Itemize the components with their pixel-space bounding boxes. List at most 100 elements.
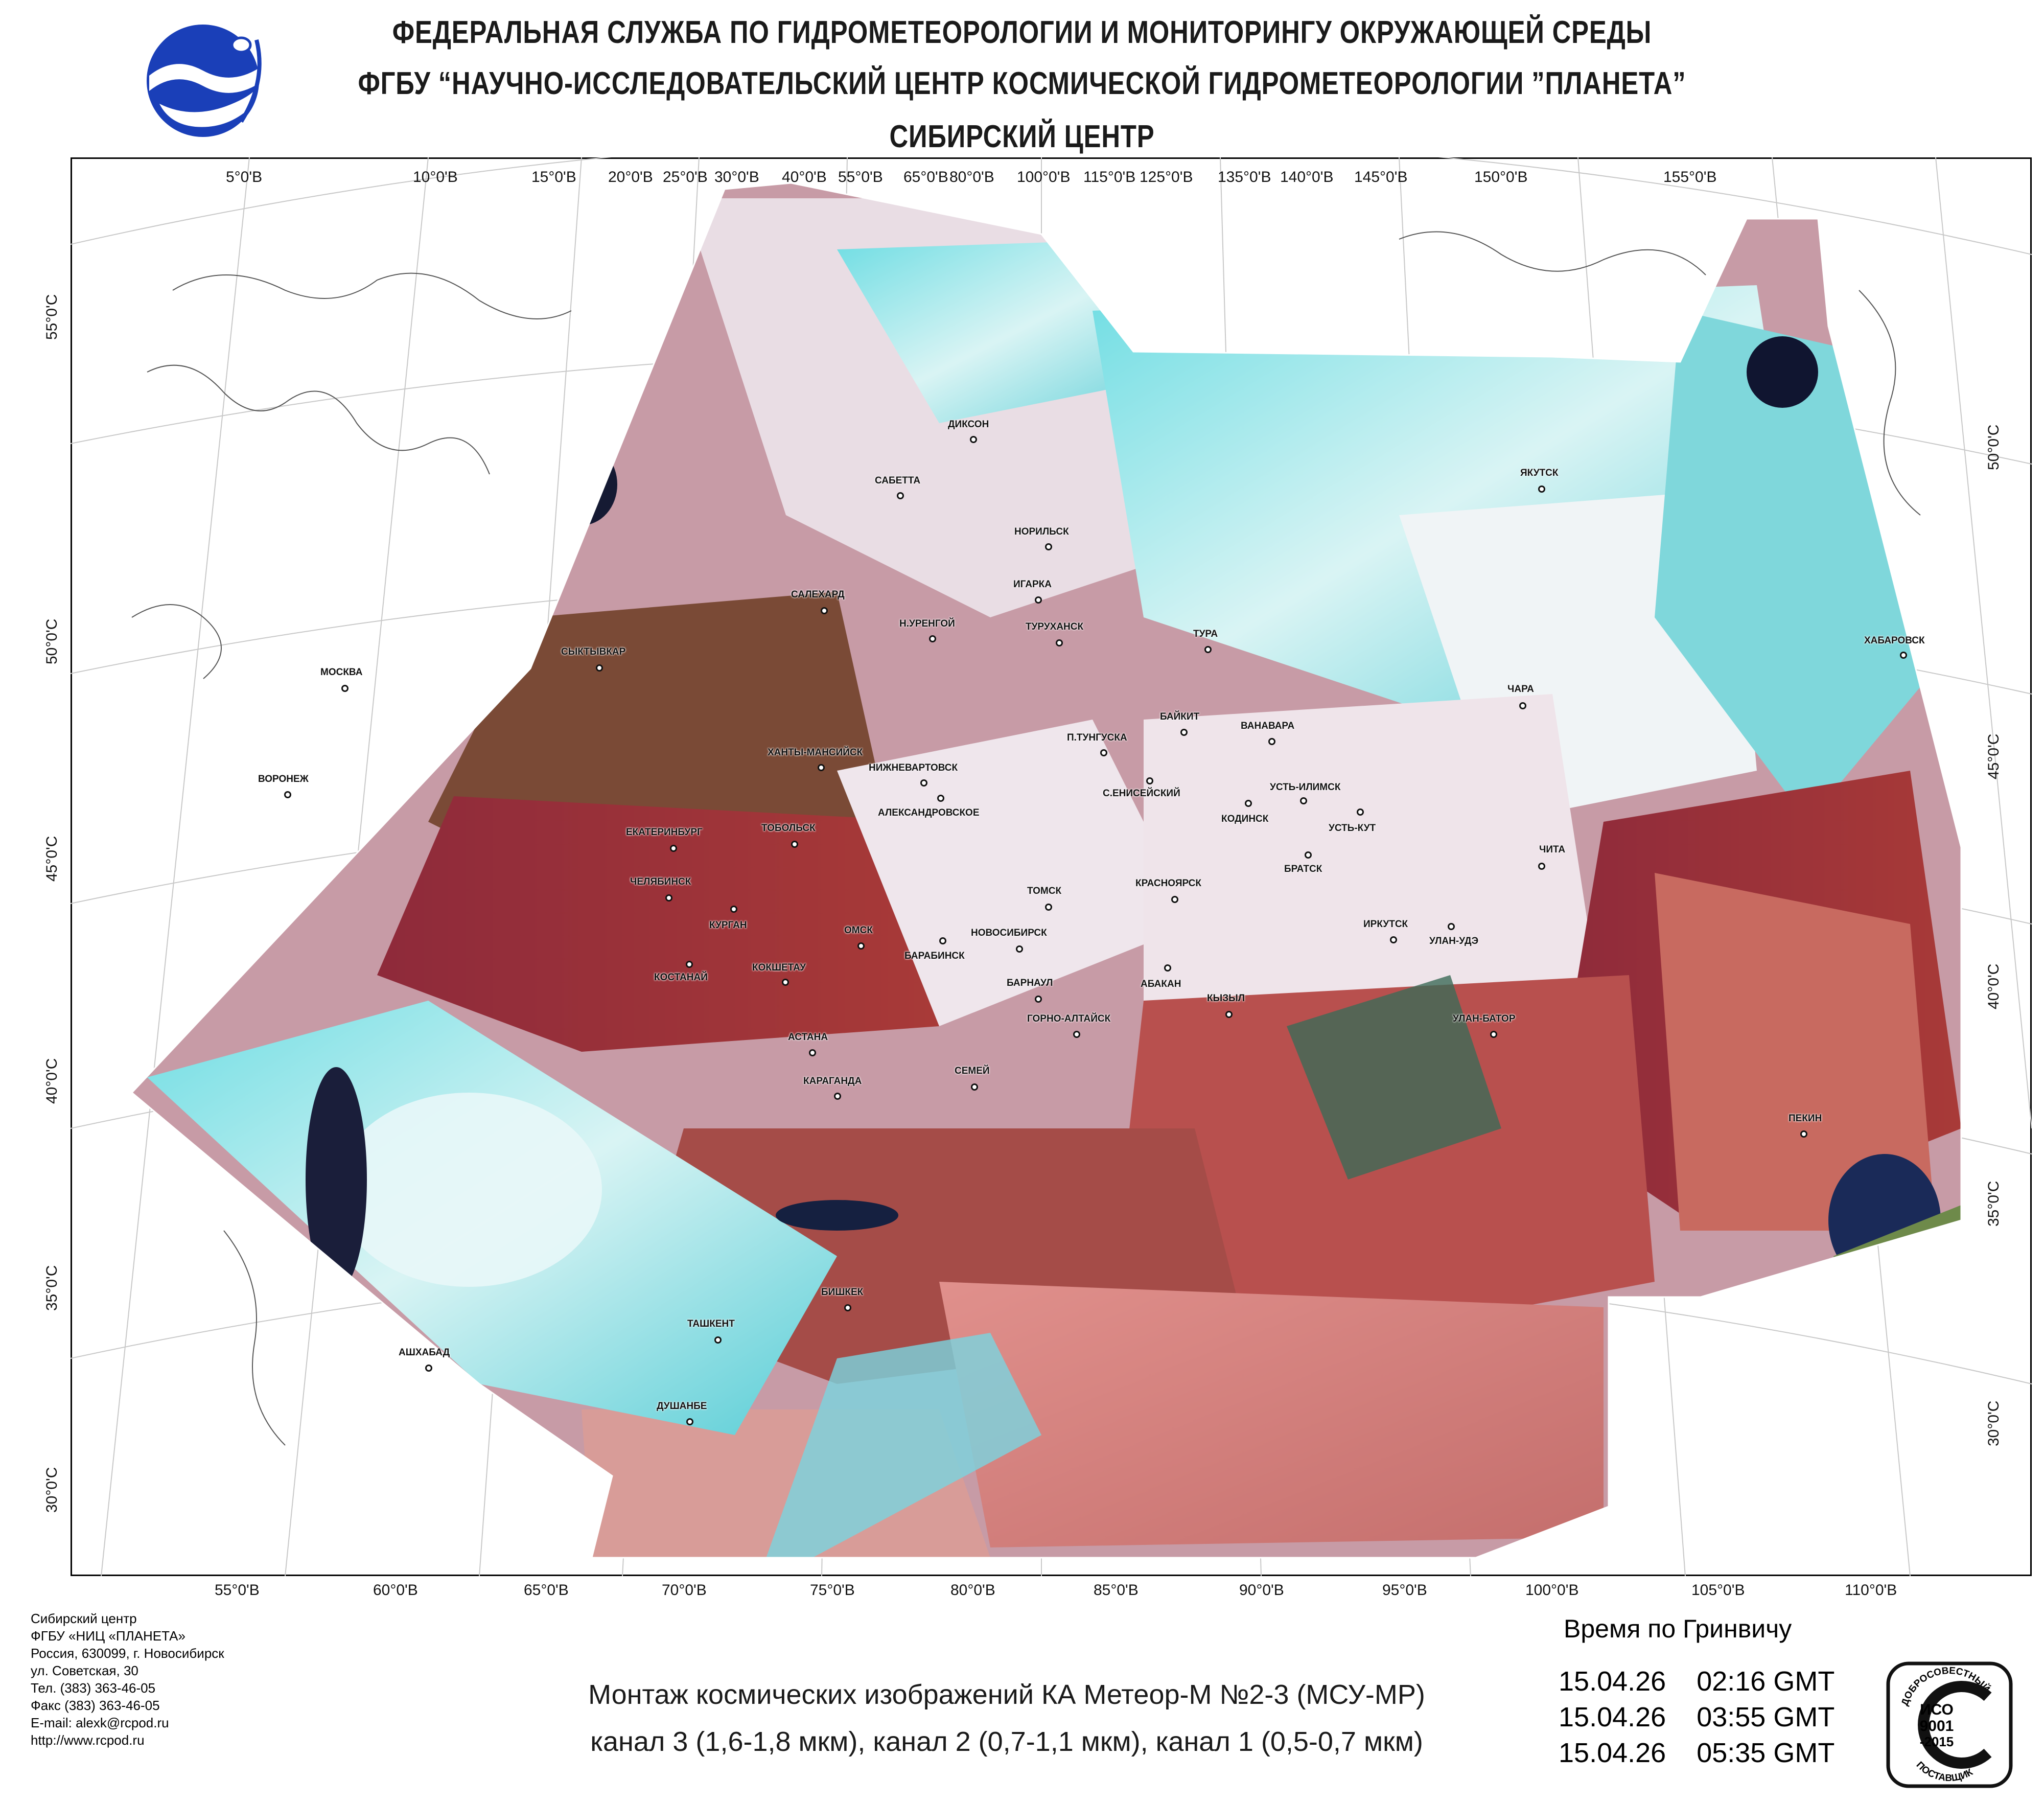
city-label: ХАБАРОВСК [1864, 635, 1925, 646]
city-marker [1538, 863, 1545, 870]
city-marker [821, 607, 828, 614]
city-label: ОМСК [844, 925, 873, 936]
lon-label-bottom: 60°0'В [373, 1582, 418, 1599]
city-label: ДУШАНБЕ [657, 1401, 707, 1412]
gmt-time: 15.04.26 05:35 GMT [1559, 1738, 1835, 1768]
city-label: С.ЕНИСЕЙСКИЙ [1103, 788, 1180, 799]
iso-certification-badge: ДОБРОСОВЕСТНЫЙ ПОСТАВЩИК ИСО 9001 -2015 [1886, 1661, 2013, 1788]
city-marker [1357, 808, 1364, 816]
city-marker [809, 1049, 816, 1056]
lon-label-bottom: 55°0'В [215, 1582, 260, 1599]
city-marker [1016, 945, 1023, 953]
email-link[interactable]: E-mail: alexk@rcpod.ru [31, 1715, 169, 1730]
city-marker [1268, 738, 1275, 745]
city-label: ТОМСК [1027, 886, 1062, 896]
city-marker [1448, 923, 1455, 930]
city-marker [818, 764, 825, 771]
organization-contacts: Сибирский центр ФГБУ «НИЦ «ПЛАНЕТА» Росс… [31, 1610, 224, 1749]
city-marker [1045, 543, 1052, 550]
city-marker [730, 906, 737, 913]
city-marker [1305, 851, 1312, 859]
lon-label-top: 10°0'В [413, 169, 458, 186]
city-label: УЛАН-УДЭ [1429, 936, 1479, 946]
city-label: УСТЬ-ИЛИМСК [1270, 782, 1341, 793]
lat-label-right: 35°0'С [1985, 1181, 2002, 1227]
lon-label-top: 20°0'В [608, 169, 653, 186]
city-label: НОВОСИБИРСК [971, 928, 1047, 938]
lon-label-top: 55°0'В [838, 169, 883, 186]
city-label: КАРАГАНДА [803, 1076, 862, 1087]
city-label: КРАСНОЯРСК [1135, 878, 1201, 889]
city-label: НИЖНЕВАРТОВСК [869, 762, 958, 773]
header-line-1: ФЕДЕРАЛЬНАЯ СЛУЖБА ПО ГИДРОМЕТЕОРОЛОГИИ … [392, 15, 1652, 50]
city-label: АЛЕКСАНДРОВСКОЕ [878, 807, 980, 818]
city-label: ИГАРКА [1013, 579, 1052, 590]
lat-label-left: 40°0'С [43, 1058, 60, 1104]
city-marker [1900, 652, 1907, 659]
lon-label-top: 25°0'В [663, 169, 708, 186]
org-line: Тел. (383) 363-46-05 [31, 1680, 156, 1696]
lat-label-left: 30°0'С [43, 1467, 60, 1513]
city-label: КОСТАНАЙ [654, 972, 708, 983]
city-marker [1180, 729, 1188, 736]
lon-label-top: 80°0'В [949, 169, 994, 186]
city-marker [970, 436, 977, 443]
city-marker [714, 1336, 722, 1344]
city-marker [971, 1083, 978, 1091]
org-line: Россия, 630099, г. Новосибирск [31, 1646, 224, 1661]
lon-label-top: 100°0'В [1017, 169, 1071, 186]
city-marker [686, 961, 693, 968]
org-line: ФГБУ «НИЦ «ПЛАНЕТА» [31, 1628, 185, 1644]
city-marker [596, 664, 603, 672]
city-label: ЕКАТЕРИНБУРГ [626, 827, 703, 838]
lon-label-top: 30°0'В [714, 169, 759, 186]
city-label: АШХАБАД [399, 1347, 450, 1358]
city-marker [1164, 964, 1171, 972]
lon-label-bottom: 65°0'В [524, 1582, 569, 1599]
city-marker [834, 1093, 841, 1100]
lon-label-bottom: 95°0'В [1382, 1582, 1427, 1599]
city-marker [1100, 749, 1107, 756]
city-marker [284, 791, 291, 798]
org-line: ул. Советская, 30 [31, 1663, 138, 1678]
gmt-time: 15.04.26 02:16 GMT [1559, 1666, 1835, 1697]
city-marker [1045, 904, 1052, 911]
city-marker [791, 841, 798, 848]
lat-label-left: 50°0'С [43, 618, 60, 664]
city-label: ЧЕЛЯБИНСК [630, 876, 691, 887]
city-label: АСТАНА [788, 1032, 828, 1043]
city-label: ЧИТА [1539, 844, 1566, 855]
city-label: ТАШКЕНТ [687, 1319, 735, 1329]
city-label: ИРКУТСК [1363, 919, 1408, 930]
city-marker [665, 894, 672, 902]
iso-text-1: ИСО [1920, 1701, 1954, 1718]
city-label: ВОРОНЕЖ [258, 774, 309, 784]
lon-label-top: 150°0'В [1474, 169, 1528, 186]
city-label: ЧАРА [1507, 684, 1534, 695]
city-label: САБЕТТА [875, 475, 921, 486]
city-label: УЛАН-БАТОР [1453, 1013, 1516, 1024]
city-marker [1073, 1031, 1080, 1038]
city-label: ТОБОЛЬСК [761, 823, 816, 834]
iso-text-2: 9001 [1920, 1718, 1954, 1735]
gmt-time: 15.04.26 03:55 GMT [1559, 1702, 1835, 1732]
city-label: БРАТСК [1284, 864, 1322, 874]
caption-line-2: канал 3 (1,6-1,8 мкм), канал 2 (0,7-1,1 … [590, 1726, 1423, 1757]
city-marker [670, 845, 677, 852]
city-marker [1490, 1031, 1497, 1038]
image-caption: Монтаж космических изображений КА Метеор… [506, 1671, 1507, 1765]
lat-label-left: 55°0'С [43, 294, 60, 340]
city-label: ХАНТЫ-МАНСИЙСК [768, 747, 863, 758]
city-label: П.ТУНГУСКА [1067, 732, 1127, 743]
website-link[interactable]: http://www.rcpod.ru [31, 1732, 145, 1748]
city-label: ПЕКИН [1788, 1113, 1822, 1124]
lon-label-top: 15°0'В [531, 169, 576, 186]
city-label: СЫКТЫВКАР [561, 646, 626, 657]
lat-label-left: 45°0'С [43, 836, 60, 882]
city-label: СЕМЕЙ [955, 1066, 990, 1076]
header-line-2: ФГБУ “НАУЧНО-ИССЛЕДОВАТЕЛЬСКИЙ ЦЕНТР КОС… [358, 66, 1686, 101]
city-label: Н.УРЕНГОЙ [899, 618, 955, 629]
city-label: БАРАБИНСК [904, 951, 965, 961]
city-marker [937, 795, 944, 802]
city-label: ДИКСОН [948, 419, 989, 430]
